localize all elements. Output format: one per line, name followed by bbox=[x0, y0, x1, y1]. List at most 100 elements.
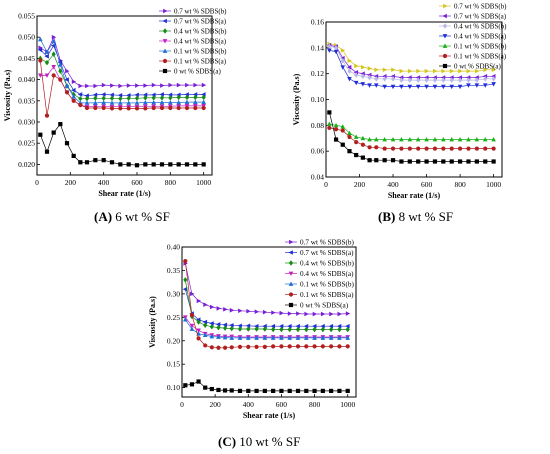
panel-c-data-point bbox=[320, 388, 325, 394]
panel-c-chart: 0 200 400 600 800 1000 0.10 0.15 0.20 0.25 0.30 0.3… bbox=[148, 239, 357, 420]
panel-c-legend-label: 0.1 wt % SDBS(a) bbox=[300, 291, 354, 299]
panel-b-x-tick-label: 200 bbox=[354, 180, 366, 189]
panel-b-data-point bbox=[441, 77, 446, 83]
panel-a-x-tick-label: 1000 bbox=[196, 178, 211, 187]
panel-b-data-point bbox=[474, 77, 479, 83]
panel-c-y-tick-label: 0.30 bbox=[167, 289, 180, 298]
panel-b-data-point bbox=[340, 58, 345, 64]
panel-c-series-line bbox=[185, 381, 348, 392]
panel-b-data-point bbox=[347, 76, 352, 82]
panel-b-data-point bbox=[466, 68, 471, 74]
panel-a-data-point bbox=[184, 94, 190, 101]
panel-c-data-point bbox=[279, 388, 284, 394]
panel-b-data-point bbox=[415, 137, 421, 142]
panel-a-data-point bbox=[168, 82, 173, 88]
panel-c-legend-entry: 0 wt % SDBS(a) bbox=[285, 302, 349, 310]
panel-b-data-point bbox=[367, 145, 372, 150]
panel-b-data-point bbox=[424, 137, 429, 142]
panel-c-data-point bbox=[209, 323, 214, 330]
panel-c-y-tick-label: 0.35 bbox=[167, 266, 180, 275]
panel-b-data-point bbox=[483, 76, 488, 82]
panel-a-data-point bbox=[101, 105, 106, 111]
panel-c-data-point bbox=[329, 326, 334, 333]
panel-b-data-point bbox=[458, 68, 463, 74]
panel-c-data-point bbox=[196, 328, 201, 333]
panel-a-data-point bbox=[44, 49, 50, 54]
panel-a-data-point bbox=[84, 93, 89, 99]
panel-c-data-point bbox=[320, 326, 325, 333]
panel-c-data-point bbox=[278, 323, 284, 329]
panel-c-data-point bbox=[203, 385, 208, 390]
panel-a-data-point bbox=[151, 105, 156, 111]
panel-a-legend-marker bbox=[162, 58, 168, 64]
panel-a-legend-label: 0.7 wt % SDBS(b) bbox=[174, 8, 227, 16]
panel-a-data-point bbox=[101, 99, 106, 105]
panel-c-y-tick-label: 0.10 bbox=[167, 383, 180, 392]
panel-a-data-point bbox=[151, 95, 156, 101]
panel-c-series-line bbox=[184, 263, 348, 315]
panel-c-data-point bbox=[271, 310, 276, 315]
panel-c-data-point bbox=[312, 388, 317, 394]
panel-b-data-point bbox=[354, 72, 359, 78]
panel-c-data-point bbox=[303, 323, 309, 329]
panel-a-data-point bbox=[58, 122, 63, 127]
panel-b-y-tick-label: 0.10 bbox=[311, 95, 324, 104]
panel-b-data-point bbox=[474, 68, 480, 74]
panel-a-data-point bbox=[44, 59, 50, 66]
panel-a-data-point bbox=[201, 99, 206, 104]
panel-b-data-point bbox=[360, 82, 366, 87]
panel-b-data-point bbox=[407, 84, 413, 90]
panel-c-data-point bbox=[222, 388, 228, 393]
panel-b-data-point bbox=[441, 137, 446, 142]
panel-b-data-point bbox=[390, 146, 396, 151]
panel-c-legend-marker bbox=[288, 250, 293, 255]
panel-b-legend-label: 0.4 wt % SDBS(a) bbox=[454, 33, 507, 41]
panel-b-data-point bbox=[382, 67, 388, 73]
panel-a-data-point bbox=[160, 83, 165, 88]
panel-a-x-tick-label: 800 bbox=[165, 178, 177, 187]
panel-a-data-point bbox=[176, 162, 181, 167]
panel-a-x-tick-label: 400 bbox=[98, 178, 110, 187]
panel-b-series-4 bbox=[327, 48, 496, 90]
panel-a-series-3 bbox=[38, 51, 206, 102]
panel-c-series-line bbox=[185, 317, 348, 338]
panel-a-y-tick-label: 0.020 bbox=[18, 160, 35, 169]
panel-c-data-point bbox=[215, 322, 221, 327]
panel-b-data-point bbox=[449, 159, 454, 164]
panel-c-legend-marker bbox=[288, 260, 294, 266]
panel-c-data-point bbox=[203, 302, 208, 307]
panel-b-legend-marker bbox=[443, 3, 448, 9]
panel-b-data-point bbox=[432, 77, 438, 83]
panel-a-series-line bbox=[40, 44, 204, 97]
panel-b-data-point bbox=[483, 146, 488, 151]
panel-a-data-point bbox=[176, 82, 182, 88]
panel-b-data-point bbox=[399, 84, 404, 90]
panel-a-data-point bbox=[159, 105, 165, 111]
panel-b-legend-marker bbox=[442, 53, 448, 59]
panel-c-data-point bbox=[320, 335, 326, 340]
panel-b-legend-entry: 0.1 wt % SDBS(b) bbox=[439, 43, 507, 51]
panel-c-data-point bbox=[337, 388, 342, 394]
panel-b-data-point bbox=[360, 135, 366, 141]
panel-a-data-point bbox=[201, 92, 206, 97]
panel-a-data-point bbox=[78, 83, 83, 89]
panel-a-data-point bbox=[58, 62, 63, 67]
panel-b-series-line bbox=[329, 50, 494, 87]
panel-b-data-point bbox=[374, 158, 379, 163]
panel-c-data-point bbox=[216, 345, 221, 350]
panel-c-y-tick-label: 0.40 bbox=[167, 243, 180, 252]
panel-a-legend-marker bbox=[162, 39, 168, 44]
panel-c-x-tick-label: 600 bbox=[276, 400, 288, 409]
panel-a-data-point bbox=[193, 162, 198, 167]
panel-b-legend-marker bbox=[442, 43, 448, 48]
panel-c-data-point bbox=[223, 307, 228, 312]
panel-a-data-point bbox=[151, 162, 156, 167]
panel-c-data-point bbox=[216, 334, 221, 339]
panel-c-data-point bbox=[202, 319, 208, 325]
panel-b-legend-label: 0.1 wt % SDBS(a) bbox=[454, 53, 507, 61]
panel-c-data-point bbox=[279, 335, 284, 340]
panel-c-series-line bbox=[184, 261, 348, 349]
panel-c-data-point bbox=[222, 334, 228, 340]
panel-c-data-point bbox=[196, 319, 201, 325]
